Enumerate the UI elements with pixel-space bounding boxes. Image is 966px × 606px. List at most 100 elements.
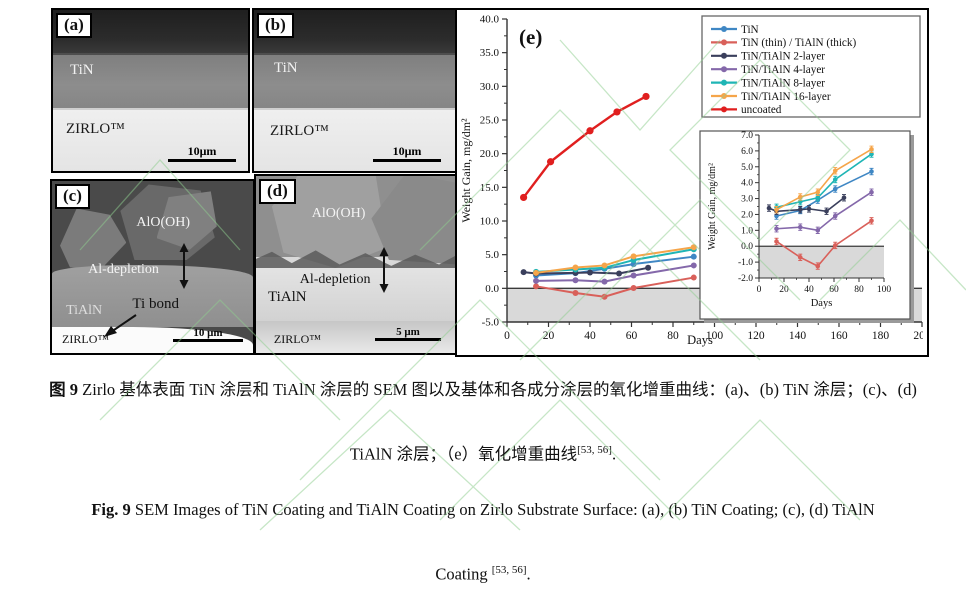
inset-y-tick-label: 6.0 bbox=[741, 147, 753, 157]
coating-text: TiN bbox=[70, 61, 94, 78]
weight-gain-chart: -5.0 0.0 5.0 10.0 15.0 20.0 25.0 30.0 35.0 40.0 0 2… bbox=[459, 14, 931, 348]
coating-text: TiAlN bbox=[66, 303, 103, 319]
substrate-text: ZIRLO™ bbox=[66, 121, 125, 138]
inset-y-tick-label: 1.0 bbox=[741, 226, 753, 236]
legend-marker bbox=[721, 106, 727, 113]
inset-y-tick-label: 5.0 bbox=[741, 163, 753, 173]
caption-zh-text1: Zirlo 基体表面 TiN 涂层和 TiAlN 涂层的 SEM 图以及基体和各… bbox=[82, 380, 917, 399]
y-tick-label: 35.0 bbox=[480, 47, 500, 59]
x-tick-label: 140 bbox=[789, 330, 807, 342]
legend-marker bbox=[721, 93, 727, 99]
inset-y-tick-label: -1.0 bbox=[738, 258, 753, 268]
inset-x-tick-label: 60 bbox=[829, 285, 839, 295]
panel-label-e: (e) bbox=[519, 25, 542, 49]
data-point bbox=[601, 293, 608, 300]
inset-data-point bbox=[797, 194, 803, 200]
substrate-text: ZIRLO™ bbox=[62, 332, 110, 347]
panel-label-d: (d) bbox=[259, 179, 296, 204]
data-point bbox=[572, 277, 579, 284]
inset-x-tick-label: 80 bbox=[854, 285, 864, 295]
bond-text: Ti bond bbox=[132, 296, 179, 313]
x-tick-label: 60 bbox=[626, 330, 638, 342]
inset-x-tick-label: 0 bbox=[757, 285, 762, 295]
y-tick-label: 15.0 bbox=[480, 182, 500, 194]
inset-data-point bbox=[869, 218, 874, 224]
inset-data-point bbox=[806, 206, 812, 212]
inset-y-tick-label: 4.0 bbox=[741, 179, 753, 189]
caption-zh-line2: TiAlN 涂层；（e）氧化增重曲线[53, 56]. bbox=[0, 426, 966, 486]
data-point bbox=[690, 262, 697, 269]
x-tick-label: 160 bbox=[830, 330, 848, 342]
legend-item-label: TiN/TiAlN 8-layer bbox=[741, 77, 825, 89]
inset-y-tick-label: 2.0 bbox=[741, 210, 753, 220]
legend-item-label: TiN (thin) / TiAlN (thick) bbox=[741, 37, 856, 49]
legend-marker bbox=[721, 52, 727, 59]
panel-label-b: (b) bbox=[257, 13, 294, 38]
x-tick-label: 40 bbox=[584, 330, 596, 342]
inset-data-point bbox=[774, 239, 779, 244]
scale-bar-line bbox=[173, 339, 243, 342]
data-point bbox=[533, 277, 540, 284]
inset-data-point bbox=[832, 168, 838, 174]
sem-panel-b: (b) TiN ZIRLO™ 10μm bbox=[252, 8, 457, 173]
sem-panel-c: (c) AlO(OH) Al-depletion TiAlN Ti bond Z… bbox=[50, 179, 255, 355]
y-axis-label: Weight Gain, mg/dm² bbox=[459, 118, 473, 223]
caption-zh-label: 图 9 bbox=[49, 380, 79, 399]
inset-data-point bbox=[832, 213, 838, 219]
substrate-text: ZIRLO™ bbox=[273, 331, 321, 346]
data-point bbox=[520, 193, 528, 202]
x-tick-label: 120 bbox=[747, 330, 765, 342]
tin-coating-layer bbox=[53, 53, 248, 111]
scale-bar: 10μm bbox=[373, 144, 441, 162]
legend-item-label: TiN/TiAlN 2-layer bbox=[741, 51, 825, 63]
inset-data-point bbox=[815, 195, 821, 201]
inset-data-point bbox=[815, 228, 821, 233]
data-point bbox=[690, 274, 697, 281]
inset-data-point bbox=[832, 177, 838, 182]
data-point bbox=[630, 272, 637, 279]
depletion-text: Al-depletion bbox=[299, 271, 371, 287]
inset-data-point bbox=[815, 263, 821, 269]
inset-x-axis-label: Days bbox=[811, 298, 833, 309]
legend-item-label: TiN/TiAlN 4-layer bbox=[741, 64, 825, 76]
caption-en-line1: Fig. 9 SEM Images of TiN Coating and TiA… bbox=[0, 486, 966, 546]
x-tick-label: 200 bbox=[913, 330, 923, 342]
scale-label: 10μm bbox=[392, 144, 422, 158]
scale-bar: 10μm bbox=[168, 144, 236, 162]
inset-data-point bbox=[774, 207, 779, 212]
legend-marker bbox=[721, 66, 727, 73]
x-tick-label: 180 bbox=[872, 330, 890, 342]
scale-label: 5 μm bbox=[396, 326, 420, 338]
sem-panel-a: (a) TiN ZIRLO™ 10μm bbox=[51, 8, 250, 173]
inset-data-point bbox=[869, 147, 874, 152]
data-point bbox=[546, 158, 555, 166]
data-point bbox=[572, 264, 579, 271]
data-point bbox=[572, 290, 579, 297]
y-tick-label: 20.0 bbox=[480, 148, 500, 160]
data-point bbox=[630, 284, 637, 291]
legend-item-label: TiN/TiAlN 16-layer bbox=[741, 91, 831, 103]
data-point bbox=[690, 244, 697, 251]
inset-data-point bbox=[774, 226, 779, 232]
panel-label-c: (c) bbox=[55, 184, 90, 209]
scale-label: 10 μm bbox=[193, 327, 223, 339]
data-point bbox=[642, 92, 650, 101]
caption-en-text2: Coating bbox=[435, 564, 492, 584]
panel-label-a: (a) bbox=[56, 13, 92, 38]
data-point bbox=[533, 283, 540, 290]
depletion-extent-arrow bbox=[179, 242, 189, 289]
inset-data-point bbox=[832, 243, 838, 248]
inset-data-point bbox=[869, 189, 874, 195]
y-tick-label: 5.0 bbox=[485, 249, 499, 261]
caption-citation: [53, 56] bbox=[491, 564, 527, 576]
inset-x-tick-label: 100 bbox=[877, 285, 892, 295]
data-point bbox=[587, 269, 593, 276]
legend-marker bbox=[721, 39, 727, 46]
inset-y-tick-label: -2.0 bbox=[738, 274, 753, 284]
inset-data-point bbox=[815, 189, 821, 195]
y-tick-label: 25.0 bbox=[480, 115, 500, 127]
caption-citation: [53, 56] bbox=[577, 444, 612, 456]
series-line bbox=[522, 95, 647, 199]
caption-en-label: Fig. 9 bbox=[91, 500, 131, 519]
legend-item-label: uncoated bbox=[741, 104, 782, 116]
